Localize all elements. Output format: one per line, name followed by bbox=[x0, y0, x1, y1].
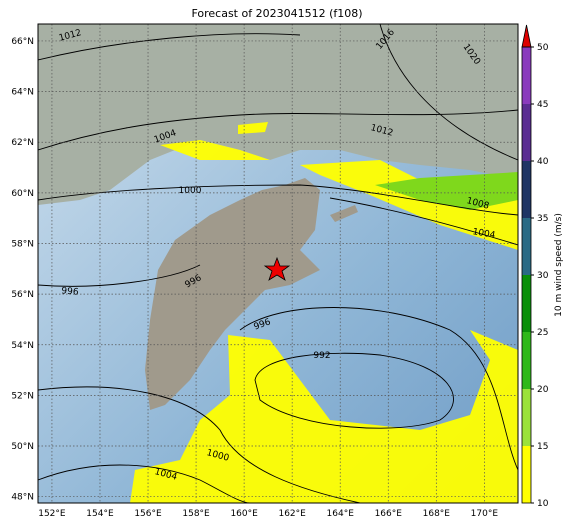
lat-label: 56°N bbox=[11, 290, 34, 300]
contour-label: 1000 bbox=[179, 186, 202, 196]
colorbar-segment bbox=[522, 446, 531, 503]
colorbar-label: 10 m wind speed (m/s) bbox=[554, 213, 564, 317]
colorbar-segment bbox=[522, 389, 531, 446]
colorbar-tick-label: 40 bbox=[537, 157, 549, 167]
lon-label: 164°E bbox=[327, 509, 355, 519]
lon-label: 156°E bbox=[134, 509, 162, 519]
colorbar-segment bbox=[522, 332, 531, 389]
colorbar-tick-label: 35 bbox=[537, 214, 548, 224]
lon-label: 158°E bbox=[182, 509, 210, 519]
colorbar-tick-label: 30 bbox=[537, 271, 549, 281]
lat-label: 64°N bbox=[11, 88, 34, 98]
lon-label: 154°E bbox=[86, 509, 114, 519]
lat-label: 58°N bbox=[11, 239, 34, 249]
lat-label: 54°N bbox=[11, 341, 34, 351]
colorbar-segment bbox=[522, 161, 531, 218]
lon-label: 160°E bbox=[230, 509, 258, 519]
lat-label: 50°N bbox=[11, 442, 34, 452]
lon-label: 168°E bbox=[423, 509, 451, 519]
lon-label: 162°E bbox=[278, 509, 306, 519]
contour-label: 996 bbox=[61, 286, 79, 297]
kamchatka bbox=[145, 178, 320, 410]
wind-10-15 bbox=[130, 122, 518, 503]
lon-label: 152°E bbox=[38, 509, 66, 519]
colorbar-extend bbox=[521, 24, 532, 48]
location-star bbox=[263, 256, 291, 281]
map bbox=[38, 24, 518, 503]
colorbar-segment bbox=[522, 218, 531, 275]
colorbar-tick-label: 50 bbox=[537, 43, 549, 53]
island bbox=[330, 205, 358, 222]
colorbar-tick-label: 10 bbox=[537, 499, 549, 509]
contour-label: 992 bbox=[313, 351, 330, 361]
colorbar-segment bbox=[522, 47, 531, 104]
lon-label: 170°E bbox=[471, 509, 499, 519]
lat-label: 62°N bbox=[11, 138, 34, 148]
lat-label: 66°N bbox=[11, 37, 34, 47]
colorbar-tick-label: 15 bbox=[537, 442, 548, 452]
map-frame bbox=[37, 23, 519, 504]
mainland bbox=[38, 24, 518, 205]
contour-label: 1004 bbox=[472, 227, 497, 241]
wind-15-20 bbox=[375, 172, 518, 210]
colorbar-segment bbox=[522, 275, 531, 332]
lat-label: 52°N bbox=[11, 391, 34, 401]
colorbar-tick-label: 25 bbox=[537, 328, 548, 338]
lat-label: 60°N bbox=[11, 189, 34, 199]
colorbar-segment bbox=[522, 104, 531, 161]
title: Forecast of 2023041512 (f108) bbox=[191, 7, 362, 20]
isobar bbox=[38, 24, 518, 503]
lat-label: 48°N bbox=[11, 493, 34, 503]
colorbar-tick-label: 20 bbox=[537, 385, 549, 395]
lon-label: 166°E bbox=[375, 509, 403, 519]
colorbar-tick-label: 45 bbox=[537, 100, 548, 110]
